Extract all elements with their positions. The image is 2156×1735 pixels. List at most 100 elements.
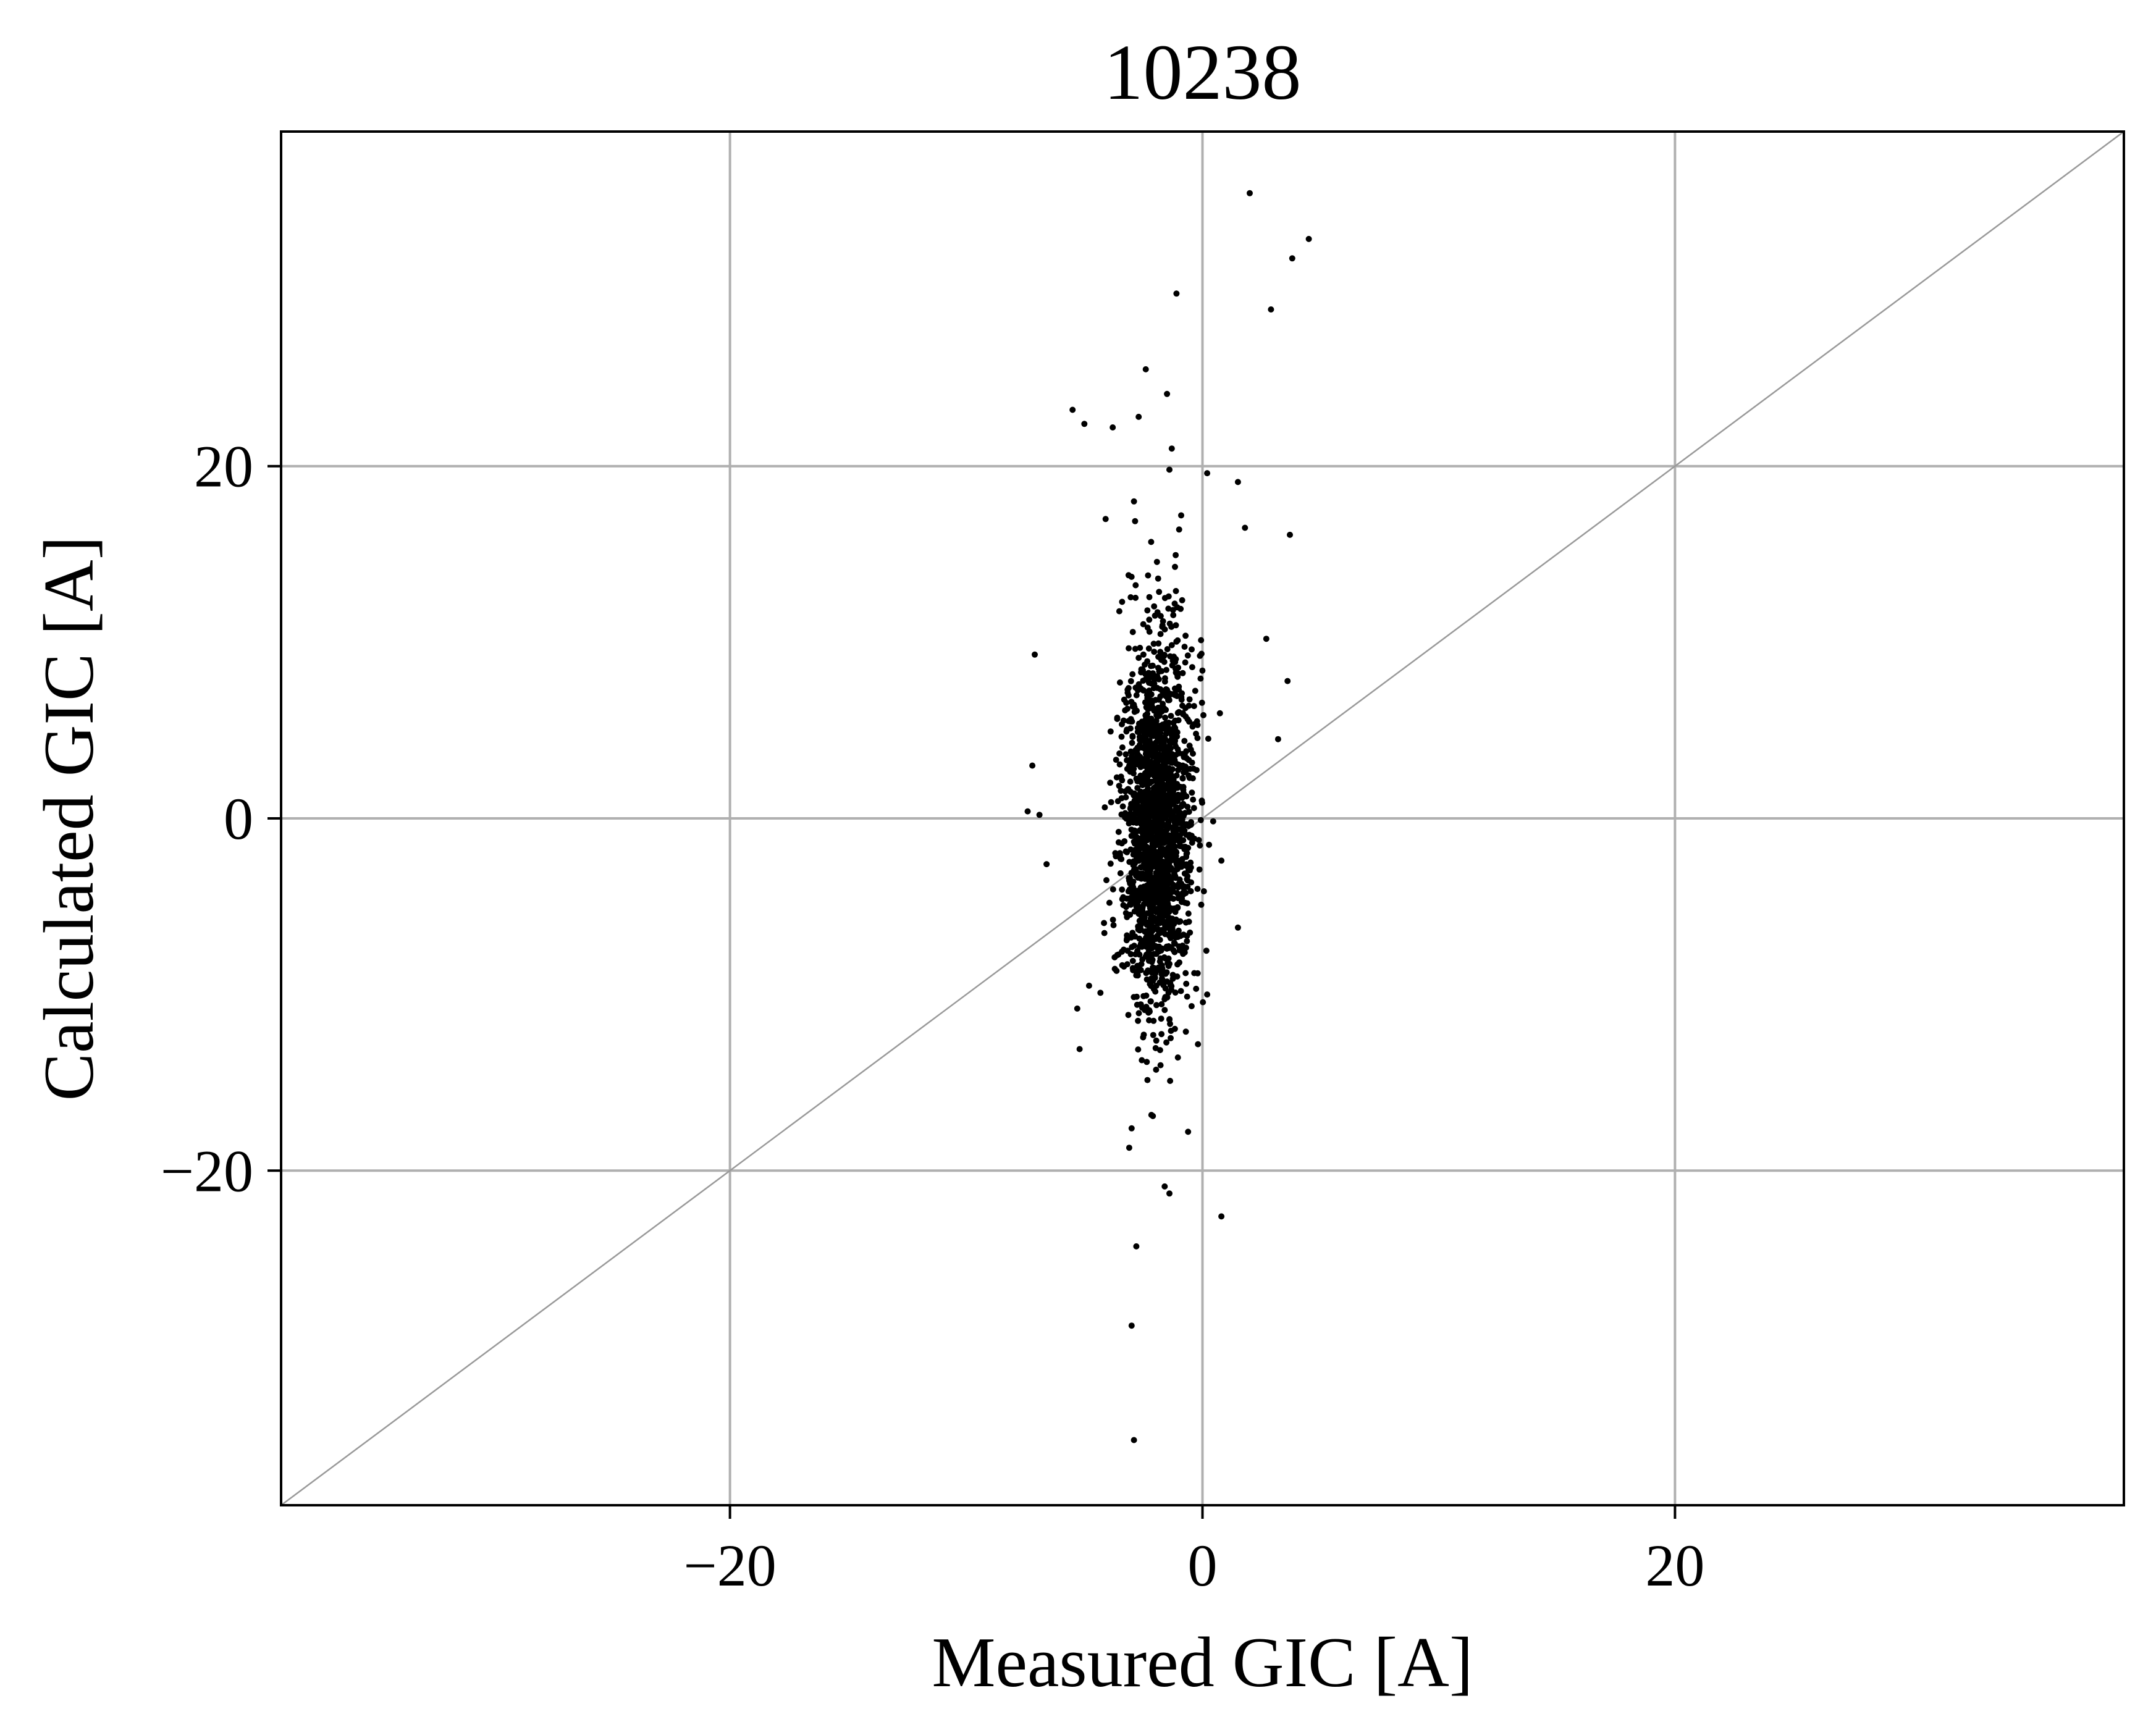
data-point xyxy=(1206,841,1213,848)
data-point xyxy=(1137,763,1144,770)
data-point xyxy=(1268,306,1274,313)
points-layer xyxy=(1024,190,1312,1443)
data-point xyxy=(1204,991,1211,998)
data-point xyxy=(1184,993,1190,1000)
data-point xyxy=(1108,799,1114,805)
data-point xyxy=(1174,1054,1181,1061)
data-point xyxy=(1162,714,1168,721)
data-point xyxy=(1131,890,1137,897)
data-point xyxy=(1191,970,1198,977)
data-point xyxy=(1131,868,1137,875)
data-point xyxy=(1166,944,1173,951)
data-point xyxy=(1166,696,1173,703)
data-point xyxy=(1187,765,1194,772)
data-point xyxy=(1116,750,1123,757)
data-point xyxy=(1142,699,1148,706)
data-point xyxy=(1166,805,1173,812)
data-point xyxy=(1119,896,1126,902)
data-point xyxy=(1121,838,1128,844)
data-point xyxy=(1107,860,1114,867)
data-point xyxy=(1158,821,1165,828)
data-point xyxy=(1187,888,1194,894)
data-point xyxy=(1143,772,1150,779)
data-point xyxy=(1199,799,1205,806)
data-point xyxy=(1218,1213,1225,1220)
data-point xyxy=(1106,899,1113,906)
data-point xyxy=(1168,919,1175,926)
data-point xyxy=(1172,563,1178,570)
data-point xyxy=(1194,886,1201,893)
data-point xyxy=(1119,777,1126,784)
data-point xyxy=(1168,986,1175,993)
data-point xyxy=(1173,752,1179,758)
data-point xyxy=(1137,644,1143,651)
data-point xyxy=(1167,771,1173,778)
data-point xyxy=(1184,652,1191,659)
data-point xyxy=(1127,768,1134,775)
data-point xyxy=(1159,876,1166,883)
data-point xyxy=(1139,956,1146,963)
data-point xyxy=(1174,961,1181,968)
data-point xyxy=(1164,686,1171,693)
data-point xyxy=(1143,673,1150,680)
data-point xyxy=(1174,973,1181,980)
data-point xyxy=(1175,767,1182,773)
data-point xyxy=(1113,967,1120,974)
data-point xyxy=(1157,955,1164,962)
data-point xyxy=(1143,874,1150,880)
data-point xyxy=(1173,772,1180,779)
data-point xyxy=(1152,876,1158,883)
data-point xyxy=(1147,731,1153,738)
data-point xyxy=(1110,424,1116,431)
data-point xyxy=(1148,702,1155,709)
data-point xyxy=(1198,637,1205,644)
data-point xyxy=(1176,762,1182,768)
data-point xyxy=(1160,905,1166,912)
data-point xyxy=(1186,696,1193,703)
data-point xyxy=(1147,812,1154,819)
data-point xyxy=(1182,970,1189,977)
data-point xyxy=(1128,1322,1135,1329)
data-point xyxy=(1143,740,1150,747)
data-point xyxy=(1152,697,1159,704)
data-point xyxy=(1187,929,1194,936)
data-point xyxy=(1199,667,1206,674)
data-point xyxy=(1175,717,1182,724)
data-point xyxy=(1162,786,1169,792)
data-point xyxy=(1159,928,1166,935)
data-point xyxy=(1134,993,1140,1000)
data-point xyxy=(1127,778,1134,785)
data-point xyxy=(1160,977,1166,984)
data-point xyxy=(1126,762,1132,769)
data-point xyxy=(1179,825,1186,831)
y-axis-label: Calculated GIC [A] xyxy=(30,536,109,1101)
data-point xyxy=(1175,805,1182,812)
data-point xyxy=(1166,765,1173,771)
data-point xyxy=(1118,733,1125,740)
data-point xyxy=(1188,1003,1195,1009)
y-tick-label: 0 xyxy=(224,786,253,852)
data-point xyxy=(1127,718,1134,725)
data-point xyxy=(1131,830,1137,836)
data-point xyxy=(1115,951,1122,958)
data-point xyxy=(1183,748,1190,755)
data-point xyxy=(1142,920,1149,926)
data-point xyxy=(1114,798,1121,805)
data-point xyxy=(1129,885,1135,892)
data-point xyxy=(1155,730,1161,737)
data-point xyxy=(1171,939,1177,946)
data-point xyxy=(1166,840,1173,847)
data-point xyxy=(1147,780,1153,786)
data-point xyxy=(1168,445,1175,452)
data-point xyxy=(1137,1001,1144,1008)
data-point xyxy=(1136,951,1143,958)
data-point xyxy=(1159,862,1166,869)
data-point xyxy=(1184,900,1190,907)
data-point xyxy=(1143,788,1150,794)
data-point xyxy=(1166,1016,1173,1022)
data-point xyxy=(1185,910,1192,917)
data-point xyxy=(1145,935,1152,941)
data-point xyxy=(1138,960,1145,967)
